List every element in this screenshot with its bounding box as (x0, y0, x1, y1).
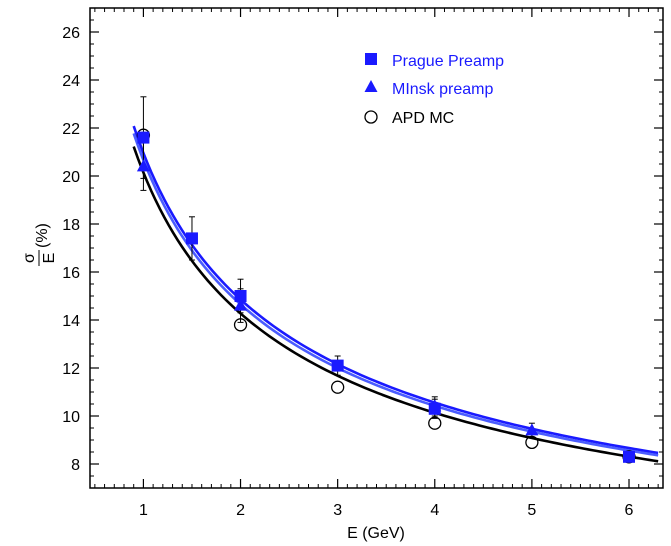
y-tick-label-3: 14 (62, 313, 80, 330)
legend-label-minsk: MInsk preamp (392, 81, 493, 98)
y-tick-label-6: 20 (62, 169, 80, 186)
marker-circle-2 (331, 380, 345, 394)
marker-triangle-3 (525, 423, 539, 436)
marker-square-4 (428, 402, 441, 415)
y-tick-label-0: 8 (71, 457, 80, 474)
y-axis-title-denominator: E (41, 253, 58, 264)
marker-square-0 (137, 131, 150, 144)
x-tick-label-5: 6 (625, 502, 634, 519)
y-tick-label-7: 22 (62, 121, 80, 138)
fit-curves (132, 125, 659, 463)
marker-square-1 (185, 232, 198, 245)
x-axis-title: E (GeV) (347, 525, 405, 542)
fit-curve-0 (132, 125, 659, 455)
marker-triangle-0 (136, 159, 150, 172)
legend-label-prague: Prague Preamp (392, 53, 504, 70)
plot-frame (89, 7, 664, 489)
marker-circle-4 (525, 435, 539, 450)
marker-circle-1 (233, 318, 248, 332)
legend-label-apd: APD MC (392, 110, 454, 127)
y-tick-label-8: 24 (62, 73, 80, 90)
x-tick-label-2: 3 (333, 502, 342, 519)
y-axis-title-numerator: σ (21, 253, 38, 263)
fit-curve-2 (132, 146, 659, 463)
y-tick-label-1: 10 (62, 409, 80, 426)
marker-square-3 (331, 359, 344, 372)
marker-square-2 (234, 290, 247, 302)
marker-triangle-1 (234, 298, 248, 311)
y-axis-title-suffix: (%) (34, 223, 51, 248)
marker-circle-3 (428, 416, 442, 430)
axis-ticks (90, 8, 663, 488)
fit-curve-1 (132, 133, 659, 457)
legend-item-prague: Prague Preamp (365, 53, 504, 70)
legend-marker-triangle (364, 80, 378, 92)
legend-marker-circle (364, 110, 378, 124)
legend-marker-square (365, 53, 377, 65)
legend: Prague Preamp MInsk preamp APD MC (364, 53, 504, 127)
y-tick-label-5: 18 (62, 217, 80, 234)
x-tick-label-0: 1 (139, 502, 148, 519)
x-tick-label-4: 5 (527, 502, 536, 519)
y-tick-label-2: 12 (62, 361, 80, 378)
legend-item-minsk: MInsk preamp (364, 80, 493, 98)
x-tick-label-1: 2 (236, 502, 245, 519)
legend-item-apd: APD MC (364, 110, 454, 127)
y-tick-label-4: 16 (62, 265, 80, 282)
y-axis-title: σ E (%) (21, 223, 58, 266)
x-tick-label-3: 4 (430, 502, 439, 519)
y-tick-label-9: 26 (62, 25, 80, 42)
marker-square-5 (623, 450, 636, 463)
data-markers (136, 128, 636, 464)
